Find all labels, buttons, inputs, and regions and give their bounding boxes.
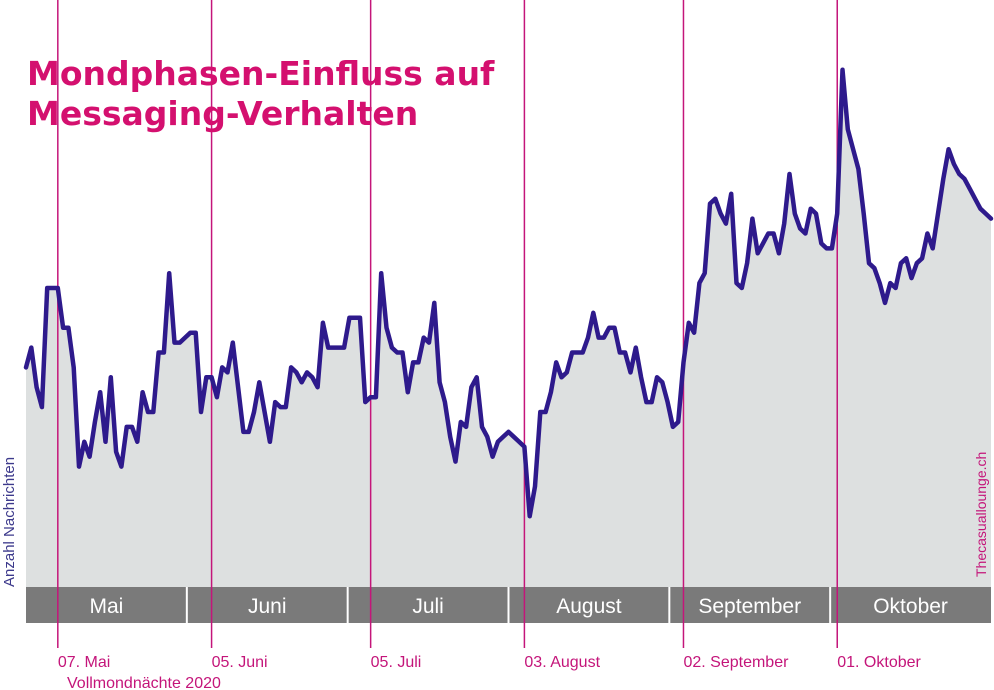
full-moon-date-label: 07. Mai	[58, 654, 110, 671]
month-label: Juni	[248, 595, 287, 618]
month-label: Mai	[89, 595, 123, 618]
month-segment	[186, 587, 348, 623]
full-moon-markers: 07. Mai 05. Juni 05. Juli 03. August 02. Sep…	[57, 0, 922, 671]
month-segment	[669, 587, 831, 623]
month-segment	[26, 587, 187, 623]
full-moon-date-label: 05. Juni	[212, 654, 268, 671]
full-moon-date-label: 05. Juli	[371, 654, 422, 671]
month-axis-bar: Mai Juni Juli August September Oktober	[26, 587, 991, 623]
credit-text: Thecasuallounge.ch	[973, 452, 989, 577]
full-moon-date-label: 02. September	[683, 654, 789, 671]
chart-title-line-2: Messaging-Verhalten	[27, 94, 418, 133]
month-segment	[347, 587, 509, 623]
month-label: Oktober	[873, 595, 948, 618]
y-axis-label: Anzahl Nachrichten	[1, 457, 18, 587]
footer-label: Vollmondnächte 2020	[67, 675, 221, 690]
chart-title-line-1: Mondphasen-Einfluss auf	[27, 54, 495, 93]
month-label: August	[556, 595, 622, 618]
series-line	[23, 67, 994, 519]
full-moon-date-label: 03. August	[524, 654, 600, 671]
month-segment	[830, 587, 991, 623]
full-moon-date-label: 01. Oktober	[837, 654, 921, 671]
month-label: Juli	[412, 595, 444, 618]
month-label: September	[698, 595, 801, 618]
month-segment	[508, 587, 670, 623]
area-fill	[26, 69, 991, 588]
